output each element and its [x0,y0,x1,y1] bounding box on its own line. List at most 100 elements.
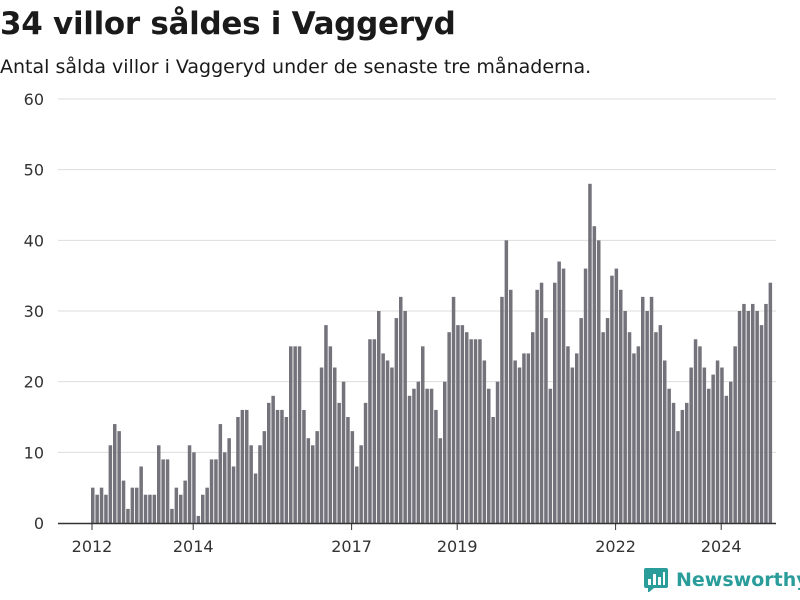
bar [627,332,632,523]
bar [416,381,421,523]
bar [236,417,240,523]
bar [636,346,641,523]
bar [425,388,429,523]
bar [570,367,575,523]
bar [192,452,196,523]
bar [702,367,707,523]
bar [218,424,223,523]
bar [438,438,443,523]
bar [755,311,759,523]
y-tick-label: 10 [24,443,44,462]
x-tick-label: 2014 [173,537,214,556]
bar [434,409,438,523]
bar [267,402,271,523]
bar [99,487,104,523]
bar [751,303,755,523]
bar [385,360,390,523]
bar [205,487,209,523]
bar [161,459,165,523]
bar [143,494,148,523]
bar [641,296,645,523]
bar [619,289,623,523]
bar [729,381,733,523]
x-tick-label: 2024 [701,537,742,556]
bar [187,445,192,523]
bar [658,325,663,523]
bar [583,268,588,523]
bar [311,445,315,523]
bar [482,360,487,523]
x-axis-ticks: 2012 2014 2017 2019 2022 2024 [72,523,742,556]
bar [465,332,469,523]
bar [614,268,619,523]
bar [685,402,689,523]
bar [324,325,328,523]
chart-subtitle: Antal sålda villor i Vaggeryd under de s… [0,56,592,78]
y-tick-label: 60 [24,90,44,109]
bar [478,339,482,523]
bar [487,388,491,523]
bar [170,508,174,523]
bar [245,409,249,523]
bar [680,409,685,523]
bar [372,339,377,523]
bar [531,332,535,523]
newsworthy-brand[interactable]: Newsworthy [644,568,800,592]
bar [575,353,579,523]
bar [306,438,311,523]
bar [258,445,262,523]
bar [333,367,337,523]
bar [121,480,126,523]
bar [421,346,425,523]
bar [390,367,394,523]
bar [394,318,399,523]
y-tick-label: 20 [24,373,44,392]
bar [209,459,214,523]
x-tick-label: 2017 [331,537,372,556]
bar [341,381,346,523]
bar [174,487,179,523]
bar [579,318,583,523]
bar [284,417,289,523]
bar [535,289,539,523]
bar [262,431,267,523]
bar [491,417,495,523]
bar [667,388,671,523]
bar [130,487,135,523]
bar [707,388,711,523]
bar [588,183,592,524]
bar [456,325,460,523]
bar [117,431,121,523]
bar [315,431,319,523]
bar [460,325,465,523]
bar [500,296,504,523]
bar [297,346,302,523]
bar [196,515,201,523]
bar [108,445,113,523]
bar [473,339,478,523]
bar [157,445,161,523]
bar [280,409,284,523]
bar [359,445,363,523]
bar [759,325,764,523]
bar [746,311,751,523]
bar [724,395,729,523]
bar [429,388,434,523]
bar [201,494,205,523]
bar [355,466,359,523]
bar [443,381,447,523]
bar [592,226,597,523]
bar [764,303,768,523]
bar [671,402,676,523]
bar [742,303,746,523]
bar [275,409,280,523]
bar [509,289,513,523]
bar [601,332,605,523]
bar [231,466,236,523]
bar [403,311,407,523]
bar [328,346,333,523]
bar [179,494,183,523]
bar [689,367,693,523]
bar [504,240,509,524]
y-tick-label: 30 [24,302,44,321]
